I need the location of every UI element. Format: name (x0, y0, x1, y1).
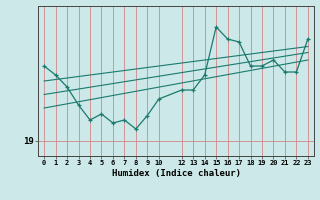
X-axis label: Humidex (Indice chaleur): Humidex (Indice chaleur) (111, 169, 241, 178)
